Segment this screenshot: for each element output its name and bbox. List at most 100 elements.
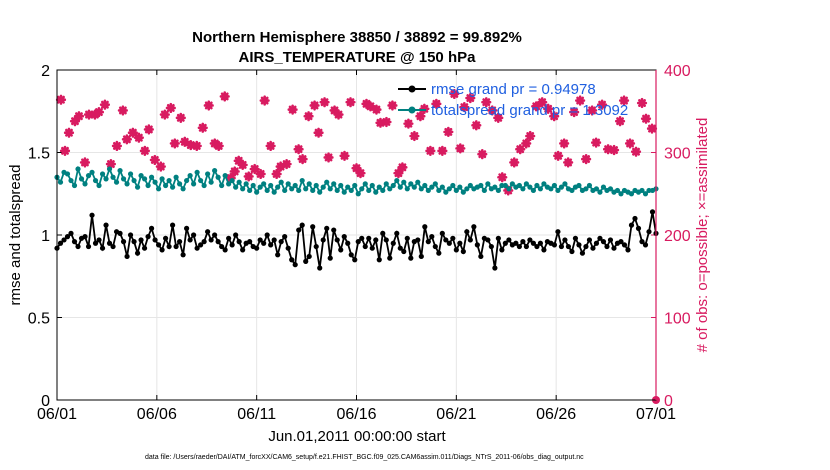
obs-count-point [640, 113, 652, 124]
obs-count-point [293, 144, 304, 155]
obs-count-point [537, 97, 548, 108]
rmse-point [558, 243, 565, 250]
totalspread-point [408, 181, 414, 187]
totalspread-point [551, 182, 558, 189]
rmse-point [502, 240, 508, 246]
totalspread-point [141, 176, 148, 182]
totalspread-point [593, 186, 600, 192]
rmse-point [628, 222, 635, 228]
obs-count-point [139, 145, 150, 156]
obs-star-marker [361, 98, 372, 109]
totalspread-point [113, 179, 120, 185]
obs-star-marker [393, 168, 404, 179]
totalspread-point [555, 187, 561, 194]
obs-count-point [437, 145, 448, 156]
rmse-point [376, 257, 382, 263]
obs-count-point [79, 157, 91, 168]
x-tick-label: 06/16 [336, 406, 376, 423]
obs-count-point [313, 127, 324, 138]
rmse-point [586, 237, 593, 243]
rmse-point [331, 227, 337, 233]
rmse-point [383, 237, 389, 243]
rmse-point [397, 245, 403, 251]
obs-count-point [481, 97, 492, 108]
totalspread-point [369, 182, 375, 189]
obs-star-marker [169, 138, 180, 149]
totalspread-point [254, 189, 260, 195]
obs-star-marker [355, 168, 366, 179]
rmse-point [96, 237, 102, 243]
obs-count-point [393, 168, 404, 179]
obs-star-marker [159, 109, 170, 120]
totalspread-point [373, 189, 379, 195]
rmse-point [296, 227, 302, 233]
rmse-point [534, 243, 540, 250]
obs-count-point [225, 172, 236, 184]
rmse-point [317, 265, 323, 271]
rmse-point [453, 247, 459, 253]
rmse-point [275, 252, 281, 258]
obs-count-point [618, 95, 630, 106]
obs-star-marker [259, 95, 270, 106]
obs-star-marker [455, 143, 466, 154]
obs-star-marker [229, 166, 240, 177]
rmse-point [299, 222, 305, 228]
totalspread-point [324, 179, 330, 185]
totalspread-point [359, 186, 365, 192]
obs-count-point [591, 137, 602, 148]
rmse-point [148, 225, 155, 231]
obs-count-point [549, 111, 560, 122]
obs-star-marker [387, 100, 398, 111]
rmse-point [593, 240, 600, 246]
x-tick-label: 07/01 [636, 406, 676, 423]
rmse-point [373, 237, 379, 243]
obs-star-marker [403, 118, 414, 129]
rmse-point [82, 234, 88, 240]
obs-star-marker [233, 155, 244, 166]
obs-star-marker [313, 127, 324, 138]
obs-star-marker [99, 99, 111, 110]
obs-star-marker [487, 105, 498, 116]
rmse-point [401, 248, 407, 255]
obs-count-point [59, 145, 71, 156]
obs-star-marker [255, 168, 266, 180]
rmse-point [71, 239, 78, 245]
obs-star-marker [415, 111, 426, 122]
rmse-point [278, 239, 284, 245]
obs-count-point [559, 138, 570, 149]
rmse-point [425, 239, 431, 245]
obs-star-marker [63, 127, 75, 138]
obs-count-point [515, 144, 526, 155]
rmse-point [166, 243, 172, 250]
obs-count-point [361, 98, 372, 109]
obs-count-point [553, 150, 564, 161]
obs-count-point [209, 138, 220, 149]
rmse-point [247, 239, 253, 245]
obs-count-point [477, 149, 488, 160]
totalspread-point [432, 181, 438, 187]
rmse-point [649, 209, 656, 215]
totalspread-point [453, 187, 459, 194]
rmse-point [124, 253, 130, 260]
totalspread-point [212, 168, 218, 174]
obs-star-marker [323, 152, 334, 163]
obs-count-point [197, 122, 208, 133]
totalspread-point [292, 182, 298, 189]
rmse-point [219, 243, 225, 250]
totalspread-point [439, 184, 445, 190]
obs-count-point [602, 144, 614, 155]
totalspread-point [562, 181, 568, 187]
obs-count-point [99, 99, 111, 110]
totalspread-point [583, 186, 589, 192]
totalspread-point [352, 182, 358, 189]
obs-star-marker [493, 112, 504, 123]
rmse-point [432, 243, 438, 250]
totalspread-point [201, 182, 207, 189]
rmse-point [418, 253, 424, 260]
rmse-point [254, 245, 260, 251]
obs-star-marker [297, 154, 308, 165]
rmse-point [261, 240, 267, 246]
totalspread-point [411, 184, 417, 190]
obs-count-point [249, 163, 260, 175]
obs-star-marker [509, 157, 520, 168]
